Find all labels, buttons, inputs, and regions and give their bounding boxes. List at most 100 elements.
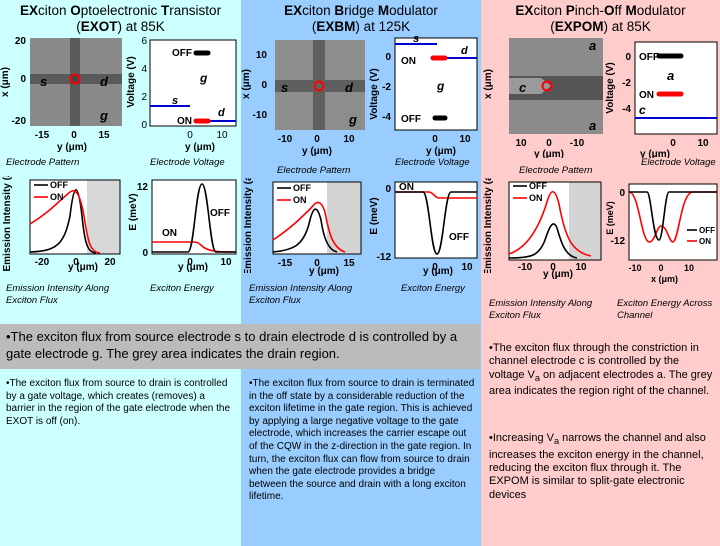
- svg-text:a: a: [589, 38, 596, 53]
- expom-emission-xlabel: y (μm): [543, 269, 574, 280]
- exbm-title: EXciton Bridge Modulator (EXBM) at 125K: [284, 3, 438, 34]
- svg-text:0: 0: [385, 184, 391, 195]
- svg-text:0: 0: [619, 188, 625, 199]
- expom-description-1: •The exciton flux through the constricti…: [489, 342, 713, 398]
- svg-text:10: 10: [515, 138, 527, 149]
- exbm-caption-energy: Exciton Energy: [401, 283, 465, 294]
- exbm-emission-chart: Emission Intensity (a.u.) OFF ON -15 0 1…: [243, 178, 362, 273]
- svg-text:OFF: OFF: [210, 208, 230, 219]
- exbm-electrode-pattern: x (μm) 10 0 -10 s d g -10 0 10 y (μm): [241, 40, 365, 157]
- svg-text:OFF: OFF: [50, 180, 68, 190]
- svg-text:ON: ON: [639, 90, 654, 101]
- svg-text:6: 6: [141, 36, 147, 47]
- svg-text:10: 10: [216, 130, 228, 141]
- svg-text:c: c: [519, 80, 527, 95]
- svg-text:E (meV): E (meV): [605, 201, 615, 235]
- svg-text:0: 0: [314, 134, 320, 145]
- exbm-caption-pattern: Electrode Pattern: [277, 165, 351, 176]
- expom-energy-chart: E (meV) 0 -12 OFF ON -10 0 10: [605, 183, 718, 273]
- svg-text:E (meV): E (meV): [128, 193, 139, 230]
- svg-text:a: a: [667, 68, 674, 83]
- exot-energy-xlabel: y (μm): [178, 262, 209, 273]
- svg-text:OFF: OFF: [293, 183, 311, 193]
- svg-text:0: 0: [314, 258, 320, 269]
- svg-text:OFF: OFF: [449, 232, 469, 243]
- svg-text:0: 0: [432, 134, 438, 145]
- svg-text:-12: -12: [611, 236, 626, 247]
- svg-text:Emission Intensity (a.u.): Emission Intensity (a.u.): [243, 178, 254, 273]
- svg-text:OFF: OFF: [172, 48, 192, 59]
- svg-text:-2: -2: [622, 78, 631, 89]
- svg-text:OFF: OFF: [639, 52, 659, 63]
- svg-text:-10: -10: [628, 263, 641, 273]
- svg-text:y (μm): y (μm): [185, 142, 215, 153]
- svg-text:0: 0: [187, 130, 193, 141]
- exot-electrode-voltage: Voltage (V) 6 4 2 0 OFF ON g s d 0 10 y …: [126, 36, 237, 153]
- svg-text:ON: ON: [293, 195, 307, 205]
- svg-text:0: 0: [625, 52, 631, 63]
- exot-energy-chart: E (meV) 12 0 ON OFF 0 10: [128, 179, 237, 268]
- svg-text:15: 15: [343, 258, 355, 269]
- svg-text:Emission Intensity (a.u.): Emission Intensity (a.u.): [483, 178, 494, 273]
- svg-text:-10: -10: [570, 138, 585, 149]
- exbm-description: •The exciton flux from source to drain i…: [249, 378, 475, 503]
- expom-caption-voltage: Electrode Voltage: [641, 157, 716, 168]
- svg-text:y (μm): y (μm): [302, 146, 332, 157]
- svg-text:10: 10: [343, 134, 355, 145]
- svg-text:g: g: [199, 71, 208, 85]
- exbm-energy-xlabel: y (μm): [423, 266, 454, 277]
- expom-energy-xlabel: x (μm): [651, 274, 679, 284]
- exot-caption-emission: Emission Intensity Along Exciton Flux: [6, 283, 110, 306]
- svg-text:-20: -20: [35, 257, 50, 268]
- exbm-electrode-voltage: Voltage (V) 0 -2 -4 ON OFF g s d 0 10 y …: [369, 34, 478, 157]
- svg-text:-15: -15: [278, 258, 293, 269]
- svg-text:y (μm): y (μm): [57, 142, 87, 153]
- svg-text:-20: -20: [12, 116, 27, 127]
- svg-text:OFF: OFF: [401, 114, 421, 125]
- svg-text:10: 10: [459, 134, 471, 145]
- svg-text:ON: ON: [401, 56, 416, 67]
- svg-text:0: 0: [670, 138, 676, 149]
- svg-text:ON: ON: [50, 192, 64, 202]
- svg-text:0: 0: [73, 257, 79, 268]
- svg-text:E (meV): E (meV): [369, 197, 380, 234]
- svg-text:x (μm): x (μm): [0, 67, 11, 97]
- svg-text:y (μm): y (μm): [534, 149, 564, 158]
- svg-text:s: s: [40, 74, 47, 89]
- svg-text:0: 0: [261, 80, 267, 91]
- expom-description-2: •Increasing Va narrows the channel and a…: [489, 432, 706, 501]
- svg-text:0: 0: [20, 74, 26, 85]
- svg-text:g: g: [436, 79, 445, 93]
- svg-text:Voltage (V): Voltage (V): [369, 68, 380, 119]
- svg-text:10: 10: [684, 263, 694, 273]
- svg-text:0: 0: [550, 262, 556, 273]
- svg-text:10: 10: [575, 262, 587, 273]
- svg-text:-15: -15: [35, 130, 50, 141]
- svg-text:y (μm): y (μm): [640, 149, 670, 158]
- exot-title: EXciton Optoelectronic Transistor (EXOT)…: [19, 3, 222, 34]
- svg-text:Voltage (V): Voltage (V): [605, 62, 616, 113]
- svg-text:0: 0: [546, 138, 552, 149]
- exot-emission-xlabel: y (μm): [68, 262, 99, 273]
- exbm-emission-xlabel: y (μm): [309, 266, 340, 277]
- svg-text:2: 2: [141, 92, 147, 103]
- svg-text:Emission Intensity (a.u.): Emission Intensity (a.u.): [2, 176, 13, 271]
- exot-caption-energy: Exciton Energy: [150, 283, 214, 294]
- exot-emission-chart: Emission Intensity (a.u.) OFF ON -20 0 2…: [2, 176, 121, 271]
- svg-text:-10: -10: [518, 262, 533, 273]
- svg-text:10: 10: [461, 262, 473, 273]
- svg-text:ON: ON: [177, 116, 192, 127]
- svg-text:10: 10: [256, 50, 268, 61]
- svg-text:x (μm): x (μm): [241, 69, 252, 99]
- exot-caption-pattern: Electrode Pattern: [6, 157, 80, 168]
- svg-text:0: 0: [141, 120, 147, 131]
- svg-text:-4: -4: [382, 112, 391, 123]
- exot-electrode-pattern: x (μm) 20 0 -20 s d g -15 0 15 y (μm): [0, 36, 122, 153]
- svg-text:Voltage (V): Voltage (V): [126, 56, 137, 107]
- svg-text:4: 4: [141, 64, 147, 75]
- exbm-energy-chart: E (meV) 0 -12 ON OFF 0 10: [369, 181, 478, 273]
- svg-text:20: 20: [104, 257, 116, 268]
- exbm-panel: EXciton Bridge Modulator (EXBM) at 125K …: [241, 0, 481, 546]
- svg-text:0: 0: [187, 257, 193, 268]
- svg-text:d: d: [345, 80, 354, 95]
